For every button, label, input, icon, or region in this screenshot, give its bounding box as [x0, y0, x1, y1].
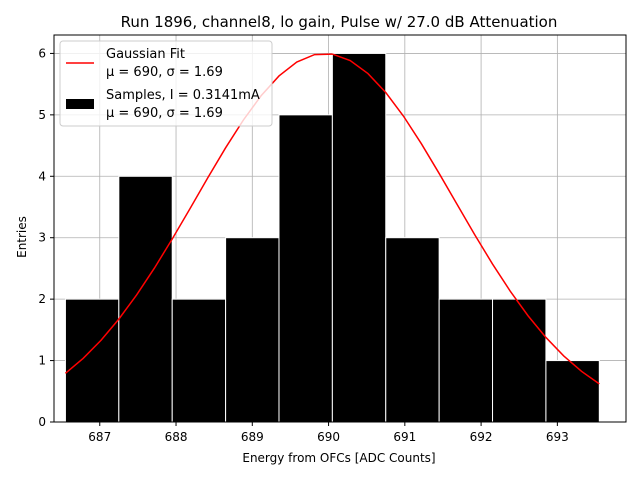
y-tick-label: 6: [38, 46, 46, 60]
histogram-bar: [64, 298, 120, 423]
histogram-bar: [545, 360, 600, 423]
x-tick-label: 689: [241, 430, 264, 444]
y-tick-label: 0: [38, 415, 46, 429]
y-tick-label: 1: [38, 354, 46, 368]
legend-samples-stats: μ = 690, σ = 1.69: [106, 106, 223, 121]
chart-title: Run 1896, channel8, lo gain, Pulse w/ 27…: [121, 13, 558, 31]
histogram-bar: [278, 114, 333, 423]
x-tick-label: 693: [546, 430, 569, 444]
axis-ticks: 687 688 689 690 691 692 693 0 1 2 3 4 5 6: [38, 46, 568, 444]
plot-frame: [53, 34, 627, 423]
histogram-bar: [492, 298, 547, 423]
y-axis-label: Entries: [15, 216, 29, 258]
legend: Gaussian Fit μ = 690, σ = 1.69 Samples, …: [59, 40, 273, 127]
x-tick-label: 691: [393, 430, 416, 444]
legend-fit-name: Gaussian Fit: [106, 47, 185, 62]
y-tick-label: 5: [38, 108, 46, 122]
histogram-bar: [385, 237, 440, 423]
x-tick-label: 692: [470, 430, 493, 444]
legend-samples-name: Samples, I = 0.3141mA: [106, 88, 260, 103]
fit-curve-layer: [64, 53, 600, 385]
histogram-bar: [331, 52, 387, 423]
histogram-bar: [438, 298, 494, 423]
x-tick-label: 688: [165, 430, 188, 444]
x-tick-label: 687: [88, 430, 111, 444]
x-tick-label: 690: [317, 430, 340, 444]
y-tick-label: 3: [38, 231, 46, 245]
gaussian-fit-curve: [64, 53, 600, 385]
y-tick-label: 2: [38, 292, 46, 306]
histogram-bar: [118, 175, 173, 423]
legend-samples-swatch: [66, 99, 94, 109]
legend-box: [59, 40, 273, 127]
histogram-bar: [225, 237, 280, 423]
legend-fit-stats: μ = 690, σ = 1.69: [106, 65, 223, 80]
y-tick-label: 4: [38, 169, 46, 183]
x-axis-label: Energy from OFCs [ADC Counts]: [242, 451, 435, 465]
histogram-bar: [171, 298, 227, 423]
histogram-bars: [64, 52, 600, 423]
